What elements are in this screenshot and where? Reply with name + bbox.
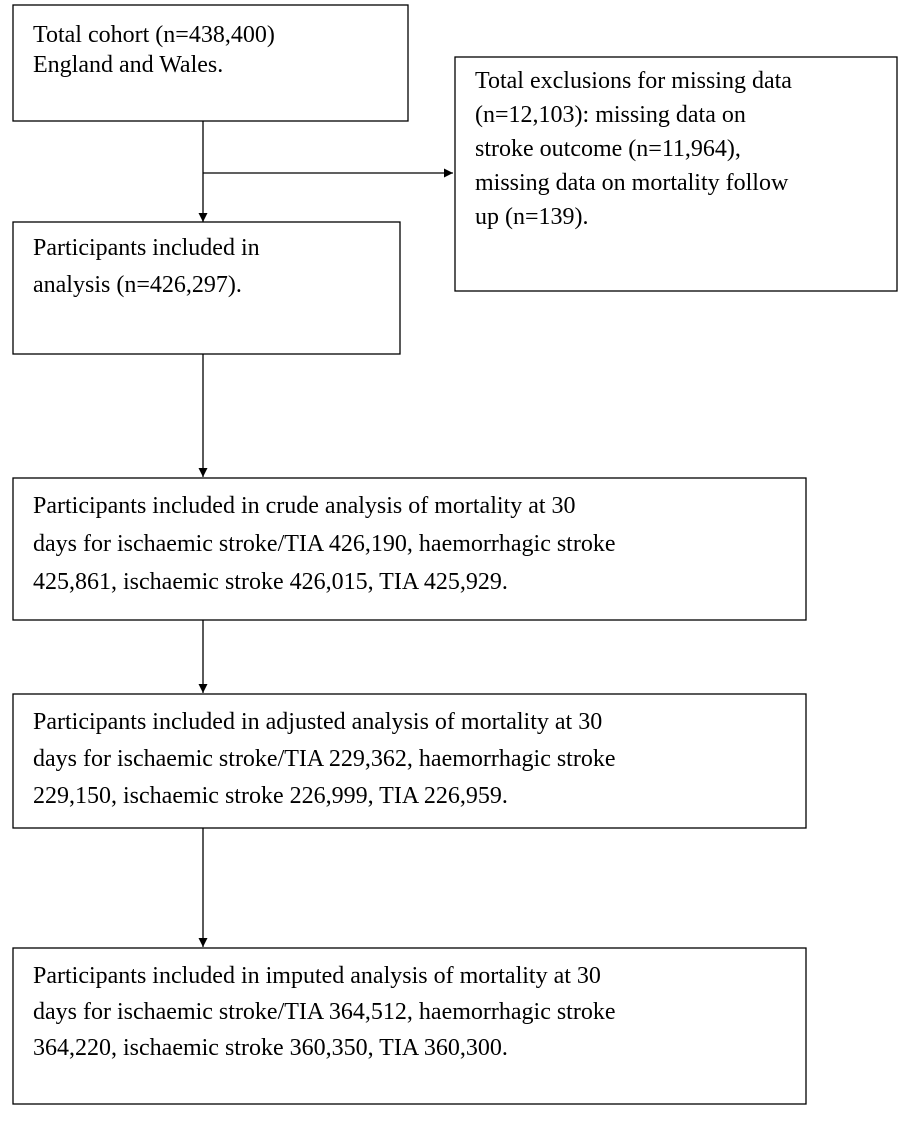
box-text: missing data on mortality follow [475, 170, 789, 196]
box-text: Participants included in imputed analysi… [33, 963, 601, 989]
box-text: 229,150, ischaemic stroke 226,999, TIA 2… [33, 783, 508, 809]
box-text: days for ischaemic stroke/TIA 426,190, h… [33, 531, 616, 557]
box-text: Participants included in adjusted analys… [33, 709, 602, 735]
box-text: analysis (n=426,297). [33, 272, 242, 298]
box-text: Total exclusions for missing data [475, 68, 792, 94]
flow-box [12, 221, 401, 355]
flow-box [12, 477, 807, 621]
box-text: England and Wales. [33, 52, 223, 78]
box-text: days for ischaemic stroke/TIA 364,512, h… [33, 999, 616, 1025]
box-text: Total cohort (n=438,400) [33, 22, 275, 48]
flow-box [12, 4, 409, 122]
box-text: days for ischaemic stroke/TIA 229,362, h… [33, 746, 616, 772]
box-text: 364,220, ischaemic stroke 360,350, TIA 3… [33, 1035, 508, 1061]
box-text: Participants included in crude analysis … [33, 493, 576, 519]
box-text: (n=12,103): missing data on [475, 102, 746, 128]
flow-box [12, 947, 807, 1105]
box-text: up (n=139). [475, 204, 589, 230]
box-text: stroke outcome (n=11,964), [475, 136, 741, 162]
box-text: Participants included in [33, 235, 260, 261]
box-text: 425,861, ischaemic stroke 426,015, TIA 4… [33, 569, 508, 595]
flow-box [12, 693, 807, 829]
flow-box [454, 56, 898, 292]
